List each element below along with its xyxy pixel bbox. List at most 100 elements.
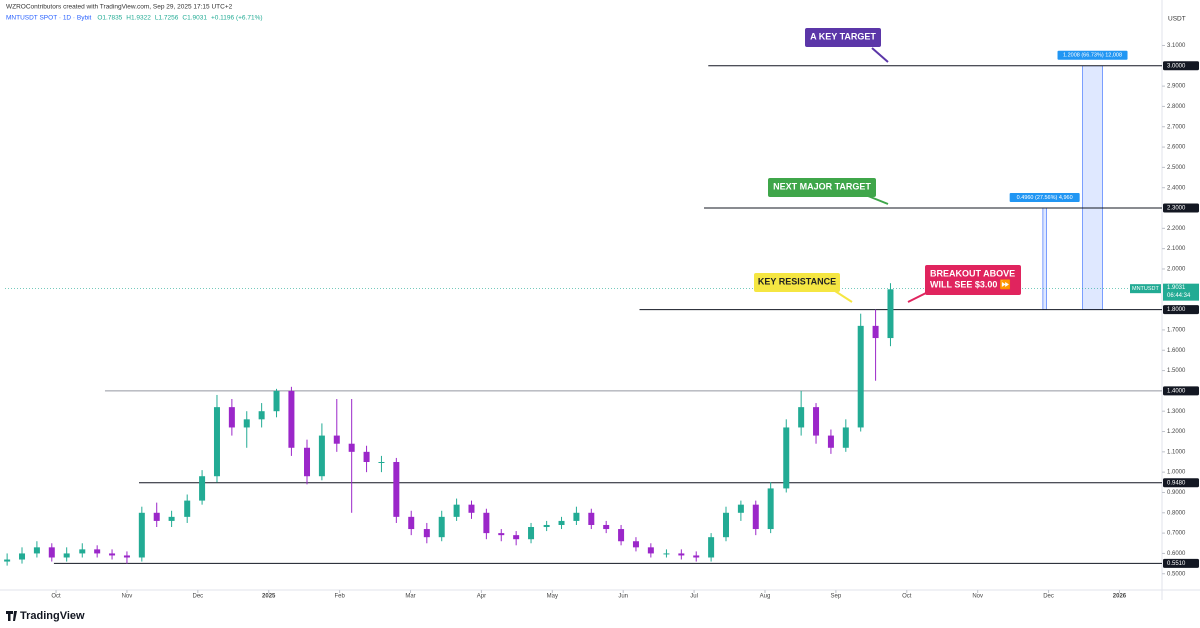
y-tick-label: 3.1000	[1167, 43, 1186, 49]
candle-body	[573, 512, 580, 521]
candle-body	[513, 535, 520, 540]
candle-body	[4, 559, 11, 562]
candle-body	[213, 407, 220, 477]
candle-body	[827, 435, 834, 448]
y-tick-label: 1.2000	[1167, 429, 1186, 435]
logo-text: TradingView	[20, 610, 85, 622]
symbol: MNTUSDT SPOT · 1D · Bybit	[6, 15, 92, 22]
callout-text: NEXT MAJOR TARGET	[773, 181, 871, 191]
candle-body	[618, 529, 625, 542]
candle-body	[528, 527, 535, 540]
candle-body	[33, 547, 40, 554]
x-tick-label: Jul	[690, 594, 698, 600]
candle-body	[842, 427, 849, 448]
callout-text: A KEY TARGET	[810, 31, 876, 41]
candle-body	[48, 547, 55, 558]
candle-body	[708, 537, 715, 558]
candle-body	[363, 451, 370, 462]
callout-pointer	[867, 195, 889, 205]
level-box	[1163, 558, 1199, 568]
x-tick-label: Nov	[122, 594, 133, 600]
callout-text: BREAKOUT ABOVE	[930, 268, 1015, 278]
legend-item: O1.7835	[97, 15, 122, 22]
level-box	[1163, 305, 1199, 315]
candle-body	[632, 541, 639, 548]
candle-body	[483, 512, 490, 534]
candle-body	[19, 553, 26, 560]
y-tick-label: 2.8000	[1167, 104, 1186, 110]
level-label: 2.3000	[1167, 206, 1186, 212]
y-tick-label: 0.6000	[1167, 551, 1186, 557]
candle-body	[94, 549, 101, 554]
callout-pointer	[834, 290, 853, 303]
candle-body	[663, 553, 670, 555]
y-tick-label: 2.7000	[1167, 124, 1186, 130]
candle-body	[153, 512, 160, 521]
candle-body	[123, 555, 130, 558]
x-tick-label: Oct	[902, 594, 912, 600]
y-tick-label: 2.2000	[1167, 226, 1186, 232]
candle-body	[752, 504, 759, 530]
candle-body	[408, 516, 415, 530]
callout-text: WILL SEE $3.00 ⏩	[930, 278, 1011, 289]
x-tick-label: Feb	[334, 594, 345, 600]
level-label: 0.9480	[1167, 480, 1186, 486]
y-tick-label: 2.9000	[1167, 84, 1186, 90]
y-tick-label: 1.7000	[1167, 328, 1186, 334]
candle-body	[304, 447, 311, 477]
x-tick-label: 2026	[1113, 594, 1127, 600]
measure-range	[1082, 65, 1103, 310]
legend-item: +0.1196 (+6.71%)	[211, 15, 263, 22]
callout-box	[925, 265, 1021, 295]
candle-body	[558, 520, 565, 525]
candle-body	[678, 553, 685, 556]
candle-body	[872, 325, 879, 339]
last-price-value: 1.9031	[1167, 285, 1186, 291]
y-tick-label: 0.9000	[1167, 490, 1186, 496]
x-tick-label: Jun	[618, 594, 628, 600]
x-tick-label: Sep	[831, 594, 842, 600]
legend-item: H1.9322	[126, 15, 151, 22]
callout-box	[754, 273, 840, 292]
candle-body	[588, 512, 595, 525]
last-price-symbol-box	[1130, 284, 1161, 294]
candle-body	[228, 407, 235, 428]
logo: TradingView	[6, 610, 85, 622]
level-box	[1163, 386, 1199, 396]
level-box	[1163, 478, 1199, 488]
legend-item: C1.9031	[182, 15, 207, 22]
candle-body	[468, 504, 475, 513]
y-tick-label: 0.7000	[1167, 531, 1186, 537]
credit: WZROContributors created with TradingVie…	[6, 4, 233, 11]
y-tick-label: 2.0000	[1167, 267, 1186, 273]
candle-body	[438, 516, 445, 538]
x-tick-label: Mar	[405, 594, 415, 600]
y-tick-label: 1.3000	[1167, 409, 1186, 415]
candle-body	[603, 524, 610, 530]
candle-body	[184, 500, 191, 517]
level-box	[1163, 203, 1199, 213]
candle-body	[288, 390, 295, 448]
x-tick-label: Apr	[477, 594, 486, 600]
y-tick-label: 1.0000	[1167, 470, 1186, 476]
candle-body	[857, 325, 864, 428]
measure-box	[1009, 193, 1080, 203]
callout-box	[768, 178, 876, 197]
legend-item: L1.7256	[155, 15, 179, 22]
x-tick-label: Nov	[972, 594, 983, 600]
callout-pointer	[871, 47, 889, 63]
level-label: 1.8000	[1167, 307, 1186, 313]
candle-body	[498, 533, 505, 536]
candle-body	[887, 289, 894, 339]
candle-body	[722, 512, 729, 538]
y-tick-label: 1.6000	[1167, 348, 1186, 354]
candle-body	[168, 516, 175, 521]
y-tick-label: 1.1000	[1167, 449, 1186, 455]
candle-body	[258, 411, 265, 420]
candle-body	[199, 476, 206, 501]
y-tick-label: 2.4000	[1167, 185, 1186, 191]
level-label: 3.0000	[1167, 63, 1186, 69]
candle-body	[813, 407, 820, 436]
